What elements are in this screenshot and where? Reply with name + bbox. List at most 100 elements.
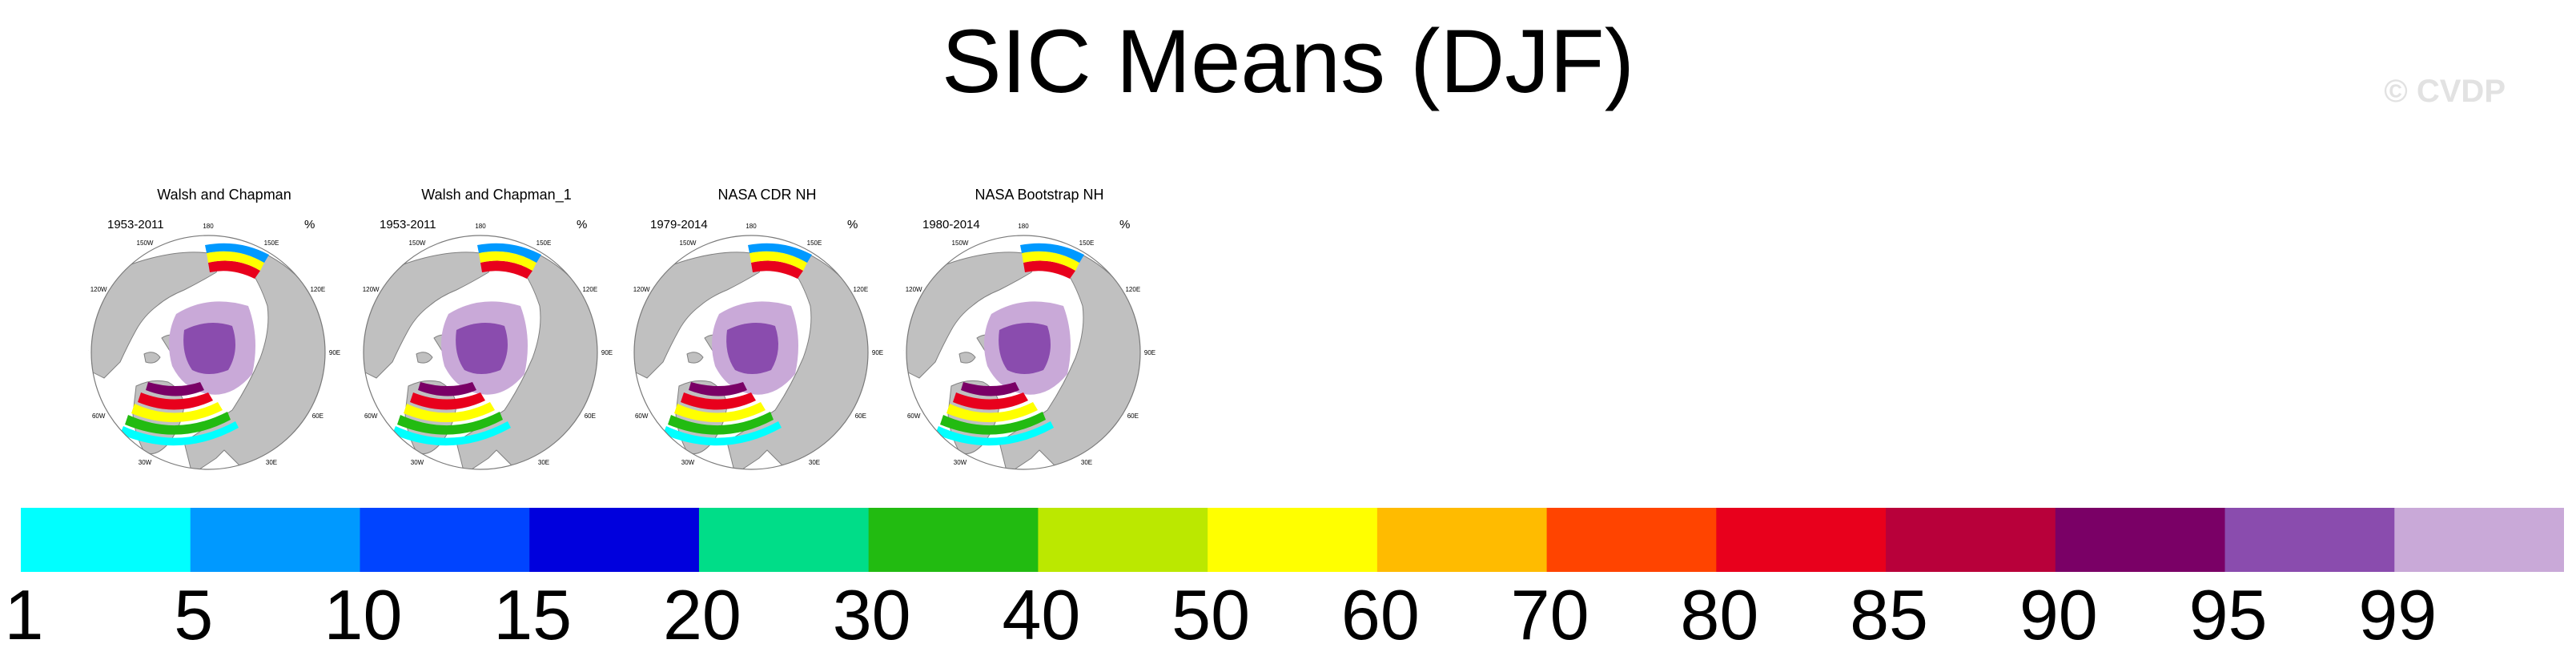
sic-band-95 <box>726 323 778 374</box>
map-boundary <box>633 235 869 470</box>
land-mass <box>364 252 491 379</box>
sic-band-pacific-5 <box>1020 243 1084 263</box>
longitude-label: 30W <box>954 459 967 466</box>
map-body <box>364 235 597 469</box>
colorbar-segment <box>2224 508 2395 572</box>
colorbar-tick-label: 5 <box>174 575 214 654</box>
sic-band-1 <box>392 421 511 446</box>
colorbar-tick-label: 95 <box>2188 575 2268 654</box>
colorbar-segment <box>698 508 870 572</box>
longitude-label: 60W <box>635 412 649 420</box>
colorbar-segment <box>1376 508 1548 572</box>
sic-band-pacific-50 <box>207 251 264 271</box>
colorbar-tick-label: 70 <box>1510 575 1589 654</box>
map-boundary <box>90 235 326 470</box>
sic-band-pacific-5 <box>205 243 269 263</box>
colorbar-segment <box>1716 508 1887 572</box>
sic-band-pacific-80 <box>480 260 532 279</box>
panel-title: Walsh and Chapman_1 <box>421 187 572 203</box>
longitude-label: 60E <box>585 412 596 420</box>
longitude-label: 30E <box>809 459 820 466</box>
colorbar-segment <box>868 508 1039 572</box>
colorbar-tick-label: 50 <box>1171 575 1251 654</box>
colorbar-tick-label: 99 <box>2358 575 2437 654</box>
sic-band-pacific-80 <box>208 260 260 279</box>
land-mass <box>634 252 762 379</box>
map-panel: Walsh and Chapman 1953-2011% 180 150E 120E 90… <box>88 186 360 474</box>
colorbar-tick-label: 90 <box>2019 575 2098 654</box>
longitude-label: 180 <box>475 223 486 230</box>
polar-map: 180150E120E90E60E30E030W60W90W120W150W <box>360 223 613 470</box>
panel-years: 1979-2014 <box>650 218 708 231</box>
longitude-label: 150W <box>137 239 154 247</box>
longitude-label: 120E <box>853 286 868 293</box>
longitude-label: 150E <box>536 239 552 247</box>
longitude-label: 90W <box>631 349 632 356</box>
longitude-label: 30W <box>411 459 424 466</box>
sic-band-80 <box>953 392 1028 410</box>
longitude-label: 150W <box>952 239 969 247</box>
longitude-label: 30E <box>538 459 549 466</box>
longitude-label: 90E <box>601 349 613 356</box>
longitude-label: 150E <box>264 239 279 247</box>
longitude-label: 180 <box>1018 223 1029 230</box>
sic-band-30 <box>125 412 231 435</box>
longitude-label: 120E <box>582 286 597 293</box>
longitude-label: 60E <box>1127 412 1139 420</box>
colorbar-tick-label: 40 <box>1002 575 1081 654</box>
sic-band-80 <box>138 392 213 410</box>
longitude-label: 150E <box>1079 239 1095 247</box>
land-mass <box>416 352 433 364</box>
longitude-label: 120W <box>90 286 107 293</box>
longitude-label: 90E <box>329 349 340 356</box>
longitude-label: 60E <box>855 412 866 420</box>
sic-band-pacific-50 <box>749 251 807 271</box>
colorbar-segment <box>1886 508 2056 572</box>
longitude-label: 30E <box>1081 459 1092 466</box>
longitude-label: 120W <box>363 286 380 293</box>
longitude-label: 150W <box>680 239 697 247</box>
polar-map: 180150E120E90E60E30E030W60W90W120W150W <box>903 223 1155 470</box>
longitude-label: 60W <box>907 412 921 420</box>
sic-band-80 <box>681 392 756 410</box>
panel-title: NASA Bootstrap NH <box>975 187 1104 203</box>
longitude-label: 30W <box>681 459 695 466</box>
sic-band-95 <box>183 323 235 374</box>
sic-band-pacific-50 <box>479 251 536 271</box>
colorbar-segment <box>1208 508 1378 572</box>
longitude-label: 120E <box>310 286 325 293</box>
sic-band-50 <box>674 402 766 423</box>
sic-band-90 <box>418 382 476 396</box>
sic-band-pacific-5 <box>477 243 541 263</box>
sic-band-pacific-50 <box>1022 251 1079 271</box>
colorbar-labels: 1 5 10 15 20 30 40 50 60 70 80 85 90 95 99 <box>0 575 2576 663</box>
sic-band-1 <box>120 421 239 446</box>
longitude-label: 90W <box>88 349 89 356</box>
longitude-label: 30E <box>266 459 277 466</box>
colorbar-segment <box>360 508 530 572</box>
longitude-label: 60W <box>92 412 106 420</box>
map-body <box>906 235 1140 469</box>
colorbar-tick-label: 1 <box>4 575 44 654</box>
longitude-label: 60E <box>312 412 324 420</box>
land-mass <box>143 352 161 364</box>
panel-unit: % <box>1119 218 1131 231</box>
longitude-label: 90W <box>903 349 904 356</box>
colorbar-segment <box>21 508 191 572</box>
panel-years: 1953-2011 <box>107 218 164 231</box>
panel-title: NASA CDR NH <box>717 187 817 203</box>
panel-unit: % <box>847 218 858 231</box>
sic-band-90 <box>961 382 1019 396</box>
longitude-label: 120E <box>1125 286 1140 293</box>
longitude-label: 180 <box>203 223 214 230</box>
colorbar-segment <box>1546 508 1717 572</box>
land-mass <box>906 252 1034 379</box>
colorbar-segment <box>2394 508 2564 572</box>
polar-map: 180150E120E90E60E30E030W60W90W120W150W <box>88 223 340 470</box>
longitude-label: 90E <box>872 349 883 356</box>
map-panel: NASA CDR NH 1979-2014% 180 150E 120E 90E 60E 30… <box>631 186 903 474</box>
panel-title: Walsh and Chapman <box>157 187 291 203</box>
panel-unit: % <box>577 218 588 231</box>
sic-band-95 <box>456 323 508 374</box>
map-boundary <box>363 235 598 470</box>
